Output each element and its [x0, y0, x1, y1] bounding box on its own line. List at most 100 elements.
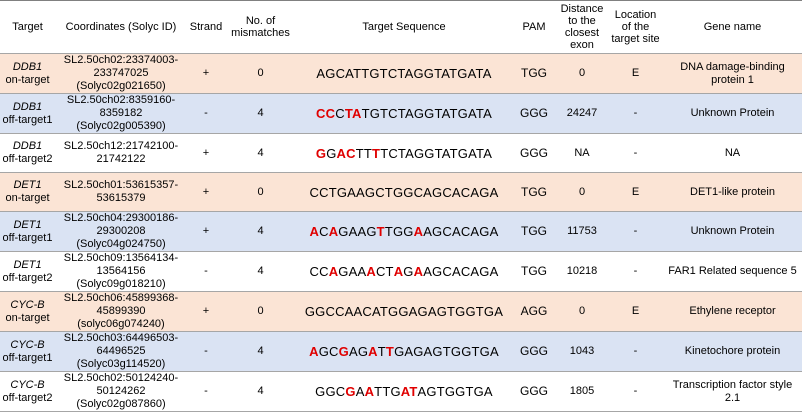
- matched-bases: TT: [355, 145, 373, 161]
- target-cell: DDB1 off-target1: [0, 93, 55, 134]
- gene-name: DNA damage-binding protein 1: [663, 53, 802, 94]
- target-kind: off-target1: [2, 351, 53, 364]
- mismatch-count: 4: [225, 133, 296, 173]
- mismatch-base: A: [368, 344, 378, 359]
- coordinates: SL2.50ch01:53615357-53615379: [63, 179, 179, 204]
- column-header: PAM: [512, 0, 556, 54]
- mismatch-base: G: [315, 145, 327, 161]
- target-cell: DDB1 off-target2: [0, 133, 55, 173]
- matched-bases: AG: [348, 344, 369, 359]
- solyc-id: (Solyc02g005390): [76, 120, 166, 132]
- pam: GGG: [512, 371, 556, 412]
- matched-bases: A: [355, 384, 365, 399]
- gene-name: Kinetochore protein: [663, 331, 802, 372]
- gene-name: FAR1 Related sequence 5: [663, 251, 802, 292]
- target-gene: DET1: [13, 218, 42, 231]
- target-cell: DET1 off-target1: [0, 211, 55, 252]
- mismatch-base: AT: [400, 384, 418, 399]
- solyc-id: (solyc06g074240): [77, 318, 165, 330]
- coordinates: SL2.50ch02:23374003-233747025: [63, 54, 179, 79]
- column-header: Distance to the closest exon: [556, 0, 608, 54]
- mismatch-count: 0: [225, 291, 296, 332]
- coordinates-cell: SL2.50ch09:13564134-13564156 (Solyc09g018…: [55, 251, 187, 292]
- coordinates: SL2.50ch09:13564134-13564156: [63, 252, 179, 277]
- target-cell: CYC-B off-target2: [0, 371, 55, 412]
- coordinates-cell: SL2.50ch03:64496503-64496525 (Solyc03g114…: [55, 331, 187, 372]
- target-sequence: AGCGAGATTGAGAGTGGTGA: [296, 331, 512, 372]
- matched-bases: T: [377, 344, 386, 359]
- target-kind: off-target2: [2, 271, 53, 284]
- site-location: -: [608, 211, 663, 252]
- mismatch-count: 0: [225, 172, 296, 212]
- site-location: E: [608, 53, 663, 94]
- mismatch-base: CC: [316, 106, 336, 121]
- target-sequence: GGACTTTTCTAGGTATGATA: [296, 133, 512, 173]
- strand: -: [187, 331, 225, 372]
- table-row: DET1 off-target1 SL2.50ch04:29300186-29300…: [0, 211, 802, 252]
- mismatch-base: A: [328, 264, 339, 279]
- pam: TGG: [512, 172, 556, 212]
- target-cell: DDB1 on-target: [0, 53, 55, 94]
- target-cell: CYC-B on-target: [0, 291, 55, 332]
- pam: GGG: [512, 133, 556, 173]
- coordinates-cell: SL2.50ch02:50124240-50124262 (Solyc02g087…: [55, 371, 187, 412]
- mismatch-base: A: [413, 224, 424, 239]
- site-location: -: [608, 331, 663, 372]
- mismatch-base: G: [345, 384, 356, 399]
- mismatch-base: A: [393, 264, 404, 279]
- matched-bases: GGCCAACATGGAGAGTGGTGA: [304, 304, 504, 319]
- solyc-id: (Solyc02g087860): [76, 398, 166, 410]
- target-sequence: GGCGAATTGATAGTGGTGA: [296, 371, 512, 412]
- mismatch-base: A: [364, 384, 375, 399]
- mismatch-base: AC: [336, 145, 356, 161]
- target-kind: on-target: [5, 73, 50, 86]
- exon-distance: NA: [556, 133, 608, 173]
- strand: +: [187, 53, 225, 94]
- mismatch-count: 0: [225, 53, 296, 94]
- coordinates-cell: SL2.50ch12:21742100-21742122: [55, 133, 187, 173]
- matched-bases: AGTGGTGA: [417, 384, 493, 399]
- target-cell: DET1 off-target2: [0, 251, 55, 292]
- exon-distance: 10218: [556, 251, 608, 292]
- strand: +: [187, 133, 225, 173]
- header-row: Target Coordinates (Solyc ID) Strand No. of…: [0, 0, 802, 54]
- pam: AGG: [512, 291, 556, 332]
- gene-name: Unknown Protein: [663, 93, 802, 134]
- table-row: DDB1 off-target1 SL2.50ch02:8359160-835918…: [0, 93, 802, 134]
- gene-name: DET1-like protein: [663, 172, 802, 212]
- gene-name: Ethylene receptor: [663, 291, 802, 332]
- target-gene: CYC-B: [10, 378, 45, 391]
- matched-bases: TCTAGGTATGATA: [380, 145, 493, 161]
- table-row: DET1 off-target2 SL2.50ch09:13564134-13564…: [0, 251, 802, 292]
- target-sequence: CCAGAAACTAGAAGCACAGA: [296, 251, 512, 292]
- matched-bases: G: [326, 145, 337, 161]
- solyc-id: (Solyc03g114520): [76, 358, 166, 370]
- target-gene: CYC-B: [10, 298, 45, 311]
- table-row: CYC-B off-target2 SL2.50ch02:50124240-5012…: [0, 371, 802, 412]
- target-gene: DDB1: [12, 140, 43, 152]
- strand: -: [187, 371, 225, 412]
- column-header: Strand: [187, 0, 225, 54]
- pam: TGG: [512, 211, 556, 252]
- mismatch-base: A: [309, 344, 319, 359]
- target-kind: off-target1: [2, 231, 53, 244]
- target-gene: DDB1: [12, 100, 43, 113]
- table-row: CYC-B off-target1 SL2.50ch03:64496503-6449…: [0, 331, 802, 372]
- table-row: DDB1 off-target2 SL2.50ch12:21742100-21742…: [0, 133, 802, 173]
- target-kind: on-target: [5, 192, 50, 204]
- exon-distance: 24247: [556, 93, 608, 134]
- coordinates-cell: SL2.50ch01:53615357-53615379: [55, 172, 187, 212]
- pam: GGG: [512, 331, 556, 372]
- target-sequence: GGCCAACATGGAGAGTGGTGA: [296, 291, 512, 332]
- mismatch-base: T: [376, 224, 385, 239]
- matched-bases: C: [335, 106, 345, 121]
- target-gene: DET1: [13, 179, 42, 191]
- strand: +: [187, 211, 225, 252]
- matched-bases: GAA: [338, 264, 367, 279]
- coordinates-cell: SL2.50ch02:23374003-233747025 (Solyc02g02…: [55, 53, 187, 94]
- pam: GGG: [512, 93, 556, 134]
- matched-bases: AGCATTGTCTAGGTATGATA: [316, 66, 492, 81]
- coordinates: SL2.50ch02:8359160-8359182: [66, 94, 176, 119]
- site-location: -: [608, 133, 663, 173]
